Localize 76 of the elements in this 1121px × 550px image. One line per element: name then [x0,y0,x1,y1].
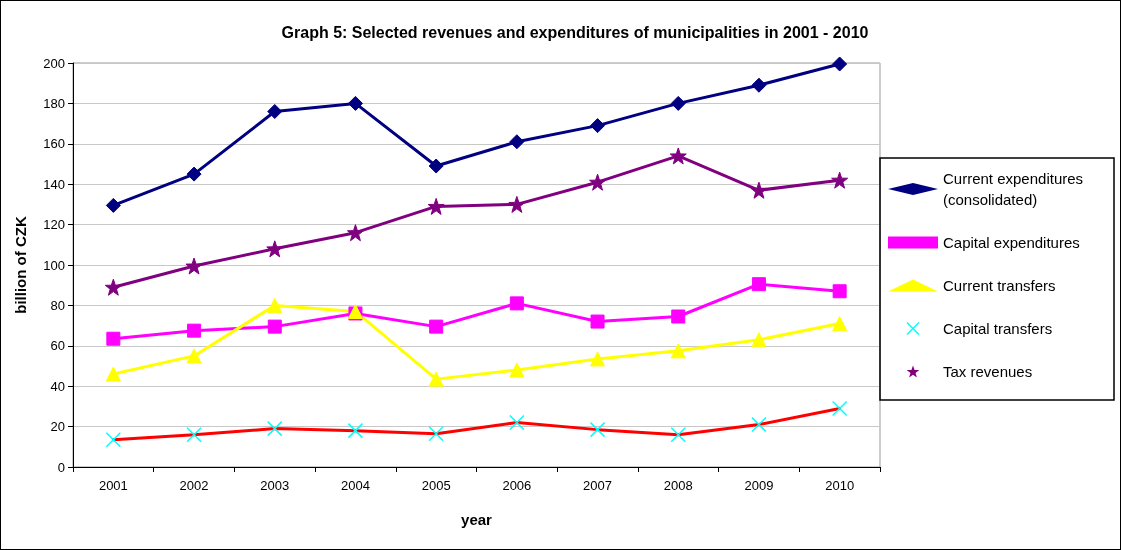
x-axis-title: year [461,511,493,528]
x-tick-label: 2009 [744,478,774,493]
point [831,400,848,417]
point [185,257,203,275]
point [671,309,686,324]
point [670,426,686,443]
point [267,103,283,119]
x-tick-label: 2005 [421,478,451,493]
point [186,426,202,443]
point [427,197,445,215]
point [751,77,767,93]
x-tick-label: 2006 [502,478,532,493]
y-tick-label: 200 [43,55,65,71]
point [186,166,202,182]
point [590,351,606,367]
y-axis-title: billion of CZK [12,216,29,314]
point [590,314,605,329]
chart-title: Graph 5: Selected revenues and expenditures of municipalities in 2001 - 2010 [281,23,869,41]
x-tick-label: 2010 [825,478,855,493]
legend-label: Current expenditures (consolidated) [943,170,1088,208]
point [428,371,444,387]
point [509,134,525,150]
x-tick-label: 2003 [260,478,290,493]
legend-label: Tax revenues [943,363,1033,380]
point [589,173,607,191]
point [509,296,524,311]
x-tick-label: 2001 [98,478,128,493]
point [267,319,282,334]
x-tick-label: 2002 [179,478,209,493]
point [589,421,606,438]
point [347,422,364,439]
y-tick-label: 120 [43,217,65,233]
point [105,431,122,448]
y-tick-label: 0 [57,459,65,475]
point [831,171,849,189]
point [106,331,121,346]
legend-label: Capital transfers [943,320,1053,337]
point [187,323,202,338]
x-tick-label: 2007 [583,478,613,493]
point [832,284,847,299]
point [267,297,283,313]
point [267,420,283,437]
point [429,319,444,334]
point [105,197,121,213]
point [670,343,686,359]
y-tick-label: 100 [43,257,65,273]
y-tick-label: 60 [50,338,65,354]
point [670,95,686,111]
point [751,332,767,348]
y-tick-label: 160 [43,136,65,152]
point [105,366,121,382]
point [751,277,766,292]
legend-label: Capital expenditures [943,234,1080,251]
y-tick-label: 140 [43,176,65,192]
point [590,118,606,134]
x-tick-label: 2004 [340,478,370,493]
point [509,414,525,431]
point [832,56,848,72]
point [669,147,687,165]
y-tick-label: 180 [43,95,65,111]
point [508,195,526,213]
point [347,95,363,111]
point [832,316,848,332]
legend-label: Current transfers [943,277,1056,294]
point [509,362,525,378]
y-tick-label: 20 [50,419,65,435]
point [751,416,767,433]
x-tick-label: 2008 [663,478,693,493]
point [428,158,444,174]
point [346,224,364,242]
point [750,181,768,199]
point [104,278,122,296]
y-tick-label: 80 [50,297,65,313]
point [186,348,202,364]
y-tick-label: 40 [50,378,65,394]
point [428,425,444,442]
